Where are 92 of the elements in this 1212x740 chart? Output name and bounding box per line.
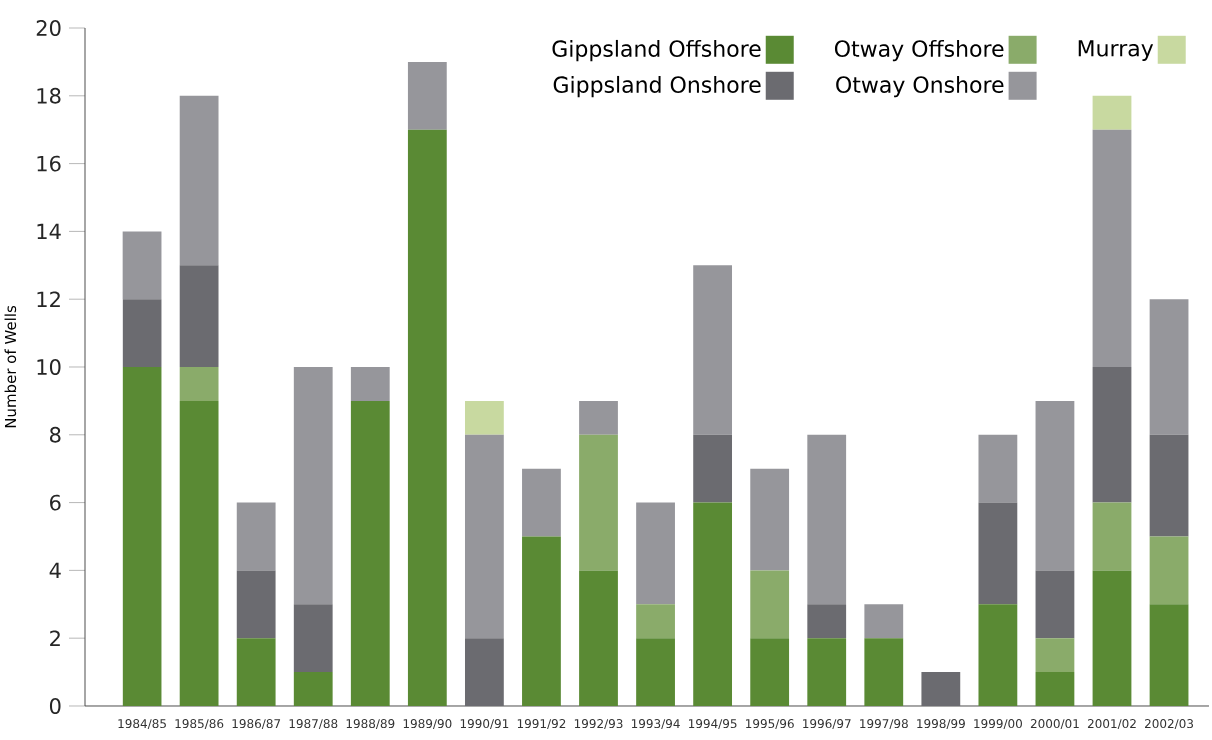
bar — [293, 672, 333, 706]
bar — [579, 400, 618, 435]
legend-label: Gippsland Onshore — [553, 75, 761, 98]
bar — [693, 434, 733, 503]
legend-label: Gippsland Offshore — [552, 39, 761, 62]
bar — [864, 638, 904, 706]
legend-label: Murray — [1078, 40, 1154, 61]
bar — [350, 400, 390, 706]
bar — [179, 400, 219, 706]
bar — [807, 638, 847, 706]
y-axis-title: Number of Wells — [4, 305, 17, 428]
x-tick-label: 1992/93 — [574, 719, 623, 730]
bar — [407, 129, 447, 706]
bar — [579, 434, 618, 571]
y-tick-label: 18 — [37, 87, 61, 104]
x-tick-label: 1994/95 — [689, 719, 737, 730]
bar — [636, 604, 675, 639]
x-tick-label: 1991/92 — [517, 719, 566, 730]
y-tick-label: 4 — [49, 562, 61, 579]
x-tick-label: 2000/01 — [1030, 719, 1079, 730]
x-tick-label: 1986/87 — [232, 719, 281, 730]
bar — [693, 265, 733, 435]
x-tick-label: 1990/91 — [460, 719, 509, 730]
bar — [1035, 672, 1075, 706]
x-tick-label: 1987/88 — [289, 719, 338, 730]
bar — [921, 672, 961, 706]
x-tick-label: 1998/99 — [917, 719, 965, 730]
bar — [750, 570, 790, 639]
y-tick-label: 10 — [37, 359, 61, 375]
y-tick-label: 16 — [37, 155, 61, 172]
bar — [179, 95, 219, 266]
bar — [864, 604, 904, 639]
bar — [293, 604, 333, 673]
bar — [1035, 638, 1075, 673]
bar — [636, 502, 675, 605]
bar — [179, 366, 219, 401]
bar — [750, 468, 790, 571]
x-tick-label: 1995/96 — [746, 719, 794, 730]
x-tick-label: 1996/97 — [803, 719, 851, 730]
x-tick-label: 1993/94 — [631, 719, 680, 730]
bar — [407, 61, 447, 130]
x-tick-label: 1999/00 — [974, 719, 1022, 730]
bar — [807, 434, 847, 605]
y-tick-label: 0 — [49, 698, 61, 714]
x-tick-label: 2002/03 — [1145, 719, 1194, 730]
x-tick-label: 1989/90 — [403, 719, 452, 730]
bar — [636, 638, 675, 706]
bar — [1149, 536, 1189, 605]
legend-label: Otway Offshore — [834, 39, 1004, 62]
bar — [236, 570, 276, 639]
bar — [122, 299, 162, 367]
y-tick-label: 12 — [37, 291, 60, 307]
bar — [579, 570, 618, 706]
bar — [1149, 299, 1189, 435]
bar — [464, 400, 504, 435]
bar — [122, 366, 162, 706]
x-tick-label: 1988/89 — [346, 719, 395, 730]
bar — [1092, 366, 1132, 503]
x-tick-label: 1984/85 — [118, 719, 166, 730]
y-tick-label: 8 — [49, 426, 61, 443]
bar — [179, 265, 219, 367]
bar — [978, 502, 1018, 605]
bar — [1092, 570, 1132, 706]
bar — [693, 502, 733, 706]
y-tick-label: 6 — [50, 494, 61, 511]
bar — [750, 638, 790, 706]
bar — [807, 604, 847, 639]
bar — [236, 502, 276, 571]
y-tick-label: 2 — [50, 630, 60, 646]
bar — [122, 231, 162, 300]
bar — [464, 638, 504, 706]
x-tick-label: 1997/98 — [860, 719, 908, 730]
bar — [236, 638, 276, 706]
bar — [293, 366, 333, 605]
bar — [350, 366, 390, 401]
y-tick-label: 14 — [37, 223, 61, 240]
bar — [1035, 400, 1075, 571]
bar — [978, 434, 1018, 503]
x-tick-label: 2001/02 — [1087, 719, 1136, 730]
legend-label: Otway Onshore — [836, 75, 1004, 98]
y-tick-label: 20 — [36, 20, 61, 36]
bar — [1092, 95, 1132, 130]
bar — [522, 468, 561, 537]
bar — [522, 536, 561, 706]
bar — [1092, 129, 1132, 367]
bar — [464, 434, 504, 639]
bar — [1035, 570, 1075, 639]
bar — [1149, 604, 1189, 706]
bar — [978, 604, 1018, 706]
x-tick-label: 1985/86 — [175, 719, 224, 730]
bar — [1092, 502, 1132, 571]
bar — [1149, 434, 1189, 537]
